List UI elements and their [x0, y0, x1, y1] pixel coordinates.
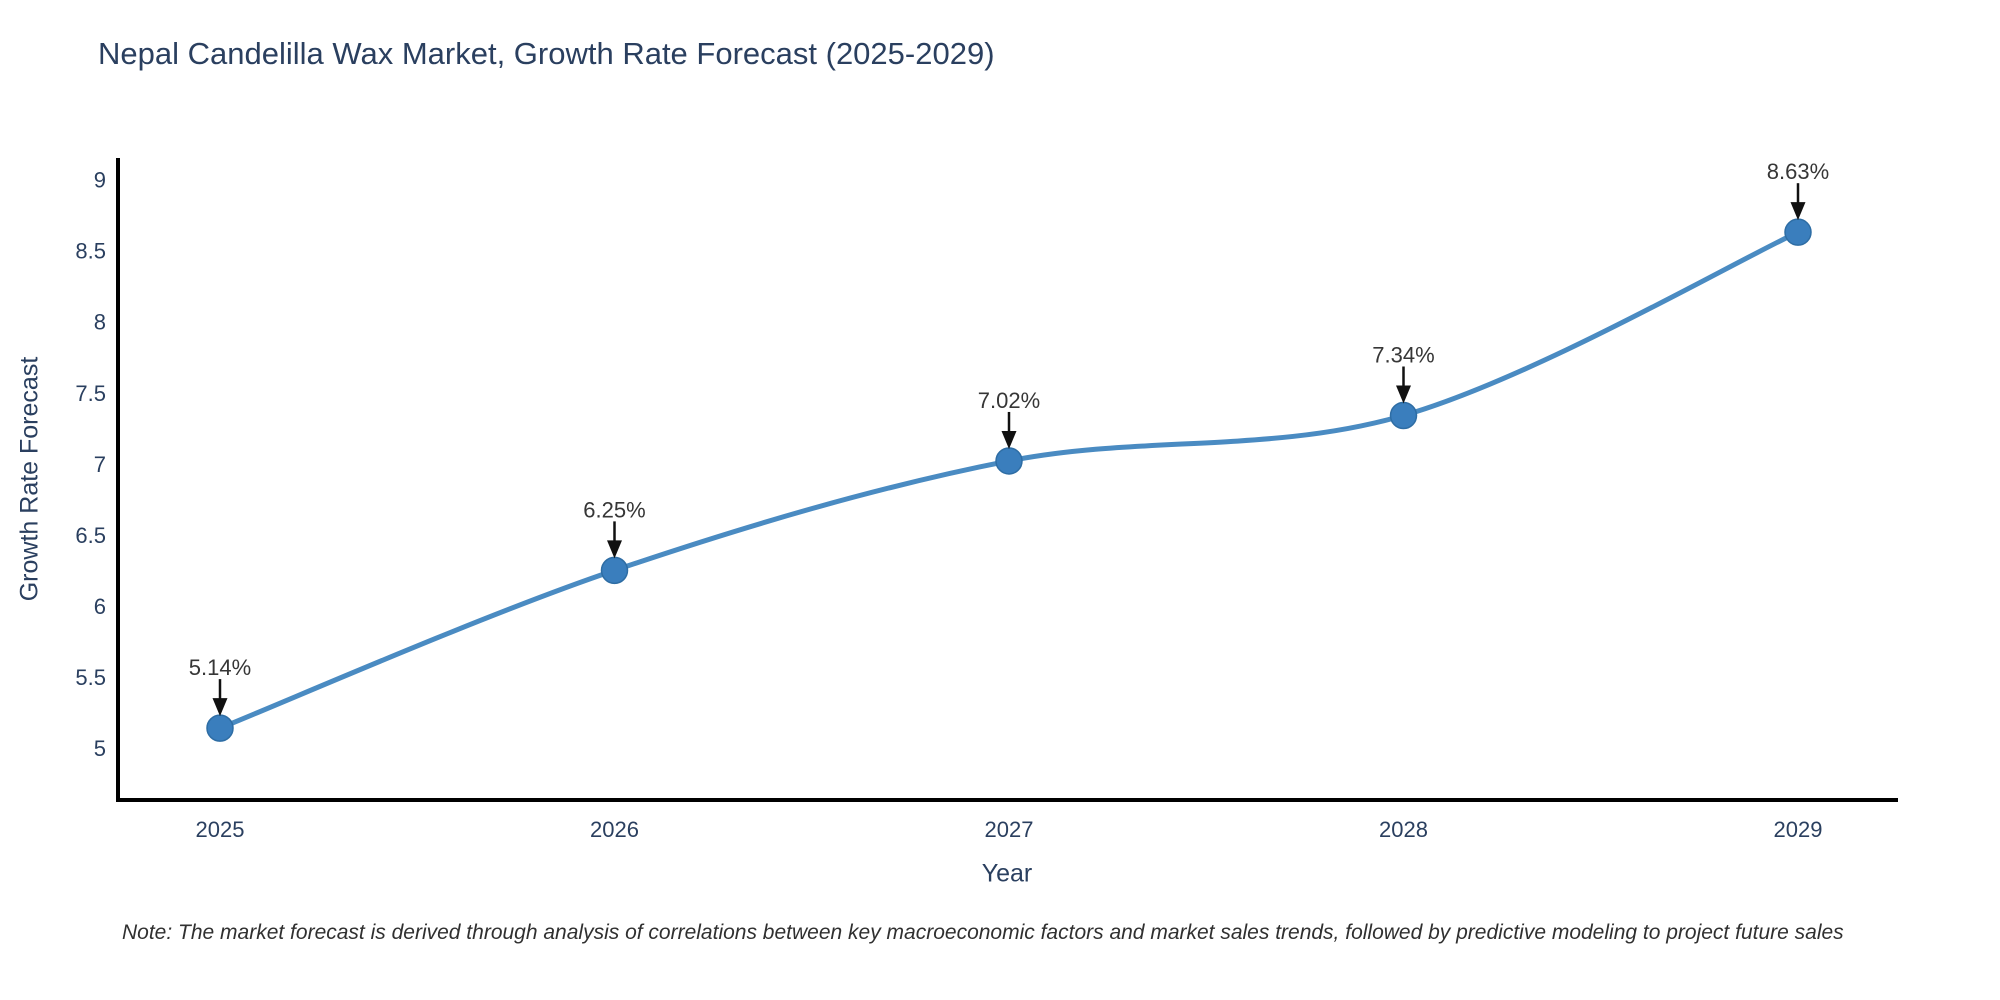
x-tick-label: 2028 — [1379, 817, 1428, 842]
y-tick-label: 6 — [94, 594, 106, 619]
data-point-marker — [1389, 401, 1418, 430]
x-tick-label: 2029 — [1774, 817, 1823, 842]
annotation-arrow-head — [1396, 385, 1411, 404]
y-tick-label: 7.5 — [75, 381, 106, 406]
annotation-arrow-head — [1790, 202, 1806, 221]
annotation-arrow-head — [607, 540, 622, 559]
y-tick-label: 9 — [94, 168, 106, 193]
annotation-label: 7.02% — [978, 388, 1040, 413]
annotation-label: 5.14% — [189, 655, 251, 680]
annotation-label: 6.25% — [583, 497, 645, 522]
chart-title: Nepal Candelilla Wax Market, Growth Rate… — [98, 36, 995, 71]
series-line — [217, 229, 1801, 731]
data-point-marker — [206, 714, 234, 742]
footnote: Note: The market forecast is derived thr… — [122, 921, 1844, 944]
x-tick-label: 2026 — [590, 817, 639, 842]
y-tick-label: 5.5 — [75, 665, 106, 690]
y-tick-label: 6.5 — [75, 523, 106, 548]
y-tick-label: 8 — [94, 310, 106, 335]
y-tick-label: 7 — [94, 452, 106, 477]
annotation-label: 7.34% — [1372, 342, 1434, 367]
x-axis-title: Year — [981, 859, 1033, 888]
x-tick-label: 2027 — [985, 817, 1034, 842]
annotation-label: 8.63% — [1767, 159, 1829, 184]
y-tick-label: 5 — [94, 736, 106, 761]
data-point-marker — [600, 556, 629, 585]
annotation-arrow-head — [212, 698, 228, 717]
data-point-marker — [995, 447, 1023, 475]
data-point-marker — [1784, 218, 1812, 246]
annotation-arrow-head — [1001, 430, 1017, 449]
y-tick-label: 8.5 — [75, 239, 106, 264]
x-tick-label: 2025 — [196, 817, 245, 842]
